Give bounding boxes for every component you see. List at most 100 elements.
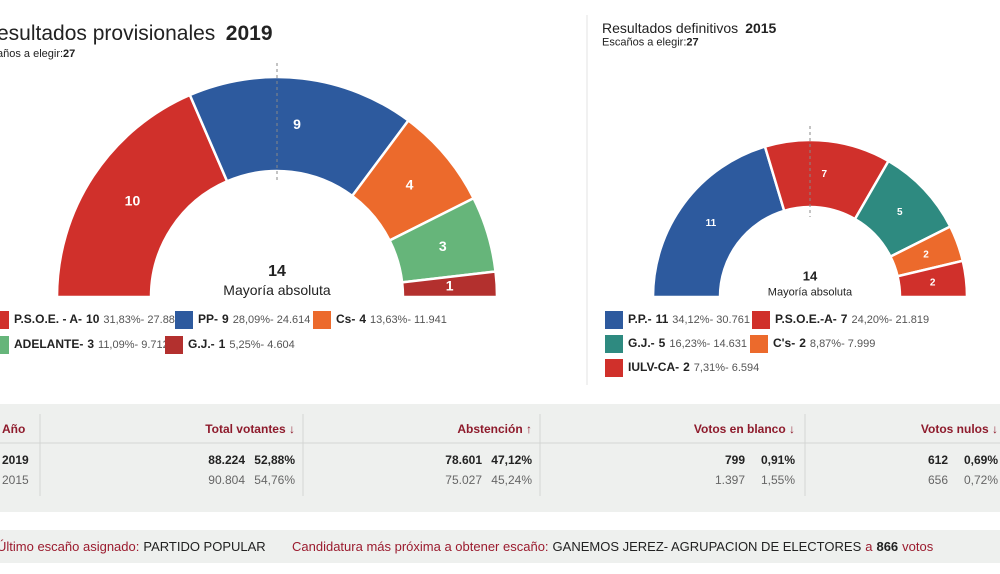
legend-entry: C's- 2 8,87%- 7.999 [773, 336, 875, 350]
seat-label: 7 [822, 169, 828, 180]
table-value: 78.601 [445, 453, 482, 467]
closest-candidacy: Candidatura más próxima a obtener escaño… [292, 539, 934, 554]
text-part: 3 [87, 337, 94, 351]
text-part: 5 [659, 336, 666, 350]
text-part: 2015 [745, 20, 776, 36]
legend-entry: ADELANTE- 3 11,09%- 9.712 [14, 337, 169, 351]
text-part: 28,09%- 24.614 [233, 314, 311, 326]
text-part: años a elegir: [0, 48, 63, 60]
table-percent: 0,91% [761, 453, 795, 467]
legend-entry: Cs- 4 13,63%- 11.941 [336, 312, 447, 326]
text-part: 13,63%- 11.941 [370, 314, 447, 326]
footer-bg [0, 530, 1000, 563]
table-percent: 0,69% [964, 453, 998, 467]
seat-label: 2 [923, 249, 929, 260]
text-part: Candidatura más próxima a obtener escaño… [292, 539, 549, 554]
text-part: P.P.- [628, 312, 652, 326]
legend-swatch [750, 335, 768, 353]
legend-entry: P.P.- 11 34,12%- 30.761 [628, 312, 750, 326]
table-header: Votos nulos ↓ [921, 422, 998, 436]
table-value: 656 [928, 473, 948, 487]
seat-label: 11 [706, 218, 717, 229]
legend-swatch [605, 359, 623, 377]
text-part: Resultados definitivos [602, 20, 738, 36]
seats-to-elect: Escaños a elegir:27 [602, 36, 699, 48]
text-part: 16,23%- 14.631 [669, 338, 747, 350]
text-part: 7,31%- 6.594 [694, 362, 759, 374]
table-percent: 45,24% [491, 473, 532, 487]
table-percent: 52,88% [254, 453, 295, 467]
text-part: C's- [773, 336, 795, 350]
text-part: IULV-CA- [628, 360, 679, 374]
section-title: esultados provisionales 2019 [0, 22, 273, 45]
seats-to-elect: años a elegir:27 [0, 48, 75, 60]
legend-swatch [313, 311, 331, 329]
seat-label: 5 [897, 207, 903, 218]
legend-entry: P.S.O.E. - A- 10 31,83%- 27.883 [14, 312, 181, 326]
seat-label: 1 [446, 278, 454, 294]
table-percent: 1,55% [761, 473, 795, 487]
text-part: 2 [683, 360, 690, 374]
text-part: a [865, 539, 873, 554]
table-percent: 0,72% [964, 473, 998, 487]
table-value: 88.224 [208, 453, 245, 467]
majority-label: Mayoría absoluta [768, 287, 853, 299]
table-header: Total votantes ↓ [205, 422, 295, 436]
text-part: 2 [799, 336, 806, 350]
text-part: Último escaño asignado: [0, 539, 139, 554]
text-part: esultados provisionales [0, 22, 215, 45]
text-part: Cs- [336, 312, 355, 326]
table-value: 90.804 [208, 473, 245, 487]
table-percent: 47,12% [491, 453, 532, 467]
table-header: Abstención ↑ [457, 422, 532, 436]
text-part: GANEMOS JEREZ- AGRUPACION DE ELECTORES [553, 539, 862, 554]
seat-segment [651, 145, 786, 299]
text-part: ADELANTE- [14, 337, 83, 351]
table-header: Votos en blanco ↓ [694, 422, 795, 436]
seat-label: 4 [406, 177, 414, 193]
text-part: 27 [63, 48, 75, 60]
legend-swatch [605, 311, 623, 329]
text-part: 10 [86, 312, 100, 326]
table-year: 2015 [2, 473, 29, 487]
text-part: 2019 [226, 22, 273, 45]
section-title: Resultados definitivos 2015 [602, 20, 777, 36]
seat-label: 9 [293, 116, 301, 132]
text-part: 4 [359, 312, 366, 326]
legend-entry: G.J.- 1 5,25%- 4.604 [188, 337, 295, 351]
table-percent: 54,76% [254, 473, 295, 487]
table-value: 612 [928, 453, 948, 467]
last-seat: Último escaño asignado: PARTIDO POPULAR [0, 539, 266, 554]
text-part: 1 [219, 337, 226, 351]
seat-segment [400, 270, 499, 299]
legend-entry: P.S.O.E.-A- 7 24,20%- 21.819 [775, 312, 929, 326]
table-year: 2019 [2, 453, 29, 467]
seat-segment [896, 259, 969, 299]
legend-swatch [0, 336, 9, 354]
table-bg [0, 404, 1000, 512]
seat-label: 2 [930, 277, 936, 288]
text-part: 7 [841, 312, 848, 326]
legend-entry: IULV-CA- 2 7,31%- 6.594 [628, 360, 759, 374]
text-part: 8,87%- 7.999 [810, 338, 875, 350]
text-part: G.J.- [188, 337, 215, 351]
text-part: 31,83%- 27.883 [103, 314, 181, 326]
text-part: 24,20%- 21.819 [851, 314, 929, 326]
table-header: Año [2, 422, 25, 436]
text-part: 27 [686, 36, 698, 48]
legend-swatch [0, 311, 9, 329]
seat-label: 10 [125, 193, 141, 209]
legend-entry: G.J.- 5 16,23%- 14.631 [628, 336, 747, 350]
text-part: Escaños a elegir: [602, 36, 686, 48]
text-part: PP- [198, 312, 218, 326]
text-part: PARTIDO POPULAR [143, 539, 265, 554]
legend-swatch [175, 311, 193, 329]
table-value: 799 [725, 453, 745, 467]
majority-seats: 14 [803, 269, 818, 284]
majority-seats: 14 [268, 263, 286, 280]
text-part: P.S.O.E.-A- [775, 312, 837, 326]
seat-segment [55, 93, 229, 299]
table-value: 75.027 [445, 473, 482, 487]
text-part: 5,25%- 4.604 [229, 339, 294, 351]
